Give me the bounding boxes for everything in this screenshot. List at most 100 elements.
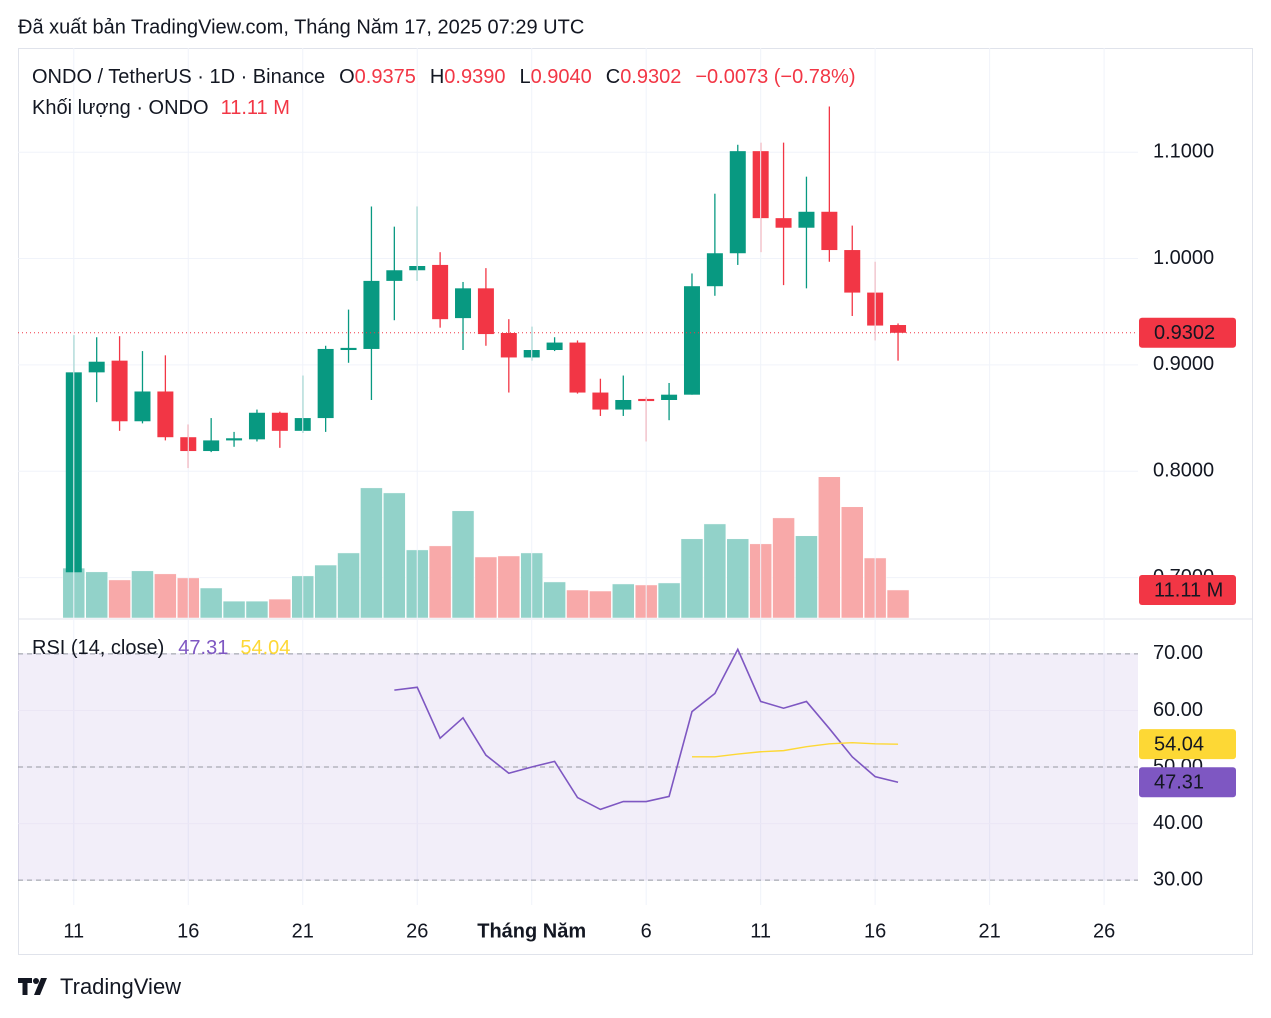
rsi-value: 47.31 (178, 637, 228, 659)
last-price-badge-bg (1139, 317, 1236, 348)
y-tick-label: 1.1000 (1153, 140, 1214, 162)
volume-bar (886, 589, 910, 619)
y-tick-label: 0.8000 (1153, 460, 1214, 482)
candle-body (661, 394, 678, 400)
x-tick-label: 21 (292, 920, 314, 942)
c-value: 0.9302 (620, 66, 681, 88)
volume-bar (428, 545, 452, 619)
c-key: C (606, 66, 620, 88)
candle-body (386, 270, 403, 281)
rsi-badge: 54.04 (1154, 733, 1204, 755)
x-tick-label: 16 (864, 920, 886, 942)
brand: TradingView (60, 974, 181, 999)
candle-body (226, 438, 243, 441)
candle-body (615, 399, 632, 410)
y-tick-label: 60.00 (1153, 699, 1203, 721)
y-tick-label: 0.9000 (1153, 353, 1214, 375)
volume-bar (497, 555, 521, 619)
volume-bar (474, 556, 498, 619)
y-tick-label: 30.00 (1153, 868, 1203, 890)
rsi-badge: 47.31 (1154, 772, 1204, 794)
candle-body (340, 347, 357, 351)
volume-bar (772, 517, 795, 619)
candle-body (111, 360, 128, 422)
candle-body (500, 333, 517, 358)
candle-body (271, 412, 288, 431)
volume-bar (199, 587, 223, 619)
volume-bar (451, 510, 475, 619)
rsi-title: RSI (14, close) (32, 637, 164, 659)
candle-body (248, 412, 265, 440)
x-tick-label: Tháng Năm (477, 920, 586, 942)
brand-logo (18, 978, 47, 995)
volume-bar (566, 589, 589, 619)
volume-bar (108, 579, 131, 619)
volume-bar (131, 570, 154, 619)
volume-legend: Khối lượng · ONDO 11.11 M (32, 97, 290, 119)
volume-bar (703, 523, 727, 619)
volume-bar (657, 582, 681, 619)
candle-body (683, 286, 700, 395)
candle-body (134, 391, 151, 422)
volume-bar (543, 581, 566, 619)
volume-bar (360, 487, 383, 619)
candle-body (890, 325, 907, 333)
y-tick-label: 1.0000 (1153, 247, 1214, 269)
x-tick-label: 11 (63, 920, 84, 942)
x-tick-label: 11 (750, 920, 771, 942)
candle-body (546, 342, 563, 351)
candle-body (203, 440, 220, 452)
volume-bar (245, 600, 269, 619)
l-value: 0.9040 (531, 66, 592, 88)
h-key: H (430, 66, 444, 88)
plot-layer: 0.70000.80000.90001.00001.10000.930211.1… (18, 48, 1253, 942)
candle-body (432, 264, 449, 320)
volume-bar (726, 538, 750, 619)
candle-body (317, 348, 334, 419)
candle-body (477, 288, 494, 335)
volume-badge: 11.11 M (1154, 579, 1223, 601)
candle-body (569, 342, 586, 393)
last-price-badge: 0.9302 (1154, 322, 1215, 344)
candle-body (729, 151, 746, 254)
o-value: 0.9375 (355, 66, 416, 88)
volume-bar (589, 590, 612, 619)
published-note: Đã xuất bản TradingView.com, Tháng Năm 1… (18, 16, 584, 38)
rsi-badge-bg (1139, 729, 1236, 760)
candle-body (798, 211, 815, 228)
volume-bar (314, 564, 337, 619)
rsi-ma-value: 54.04 (240, 637, 290, 659)
frame (18, 48, 1253, 955)
candle-body (88, 361, 105, 373)
candle-body (775, 218, 792, 228)
candle-body (157, 391, 174, 438)
candle-body (592, 392, 609, 410)
volume-bar (268, 598, 292, 619)
volume-bar (154, 573, 177, 619)
y-tick-label: 40.00 (1153, 812, 1203, 834)
candle-body (455, 288, 472, 319)
symbol: ONDO / TetherUS · 1D · Binance (32, 66, 325, 88)
candle-body (821, 211, 838, 251)
volume-value: 11.11 M (221, 97, 290, 119)
x-tick-label: 26 (1093, 920, 1115, 942)
volume-bar (795, 535, 818, 619)
rsi-line (394, 647, 899, 811)
volume-bar (841, 506, 864, 619)
x-tick-label: 26 (406, 920, 428, 942)
rsi-badge-bg (1139, 767, 1236, 798)
volume-bar (680, 538, 704, 619)
symbol-legend: ONDO / TetherUS · 1D · Binance O0.9375 H0.… (32, 66, 855, 88)
volume-bar (337, 552, 360, 619)
x-tick-label: 21 (979, 920, 1001, 942)
volume-bar (383, 492, 406, 619)
x-tick-label: 6 (641, 920, 652, 942)
rsi-legend: RSI (14, close) 47.31 54.04 (32, 637, 290, 659)
l-key: L (519, 66, 530, 88)
candle-body (706, 253, 723, 287)
volume-title: Khối lượng · ONDO (32, 97, 209, 119)
x-tick-label: 16 (177, 920, 199, 942)
